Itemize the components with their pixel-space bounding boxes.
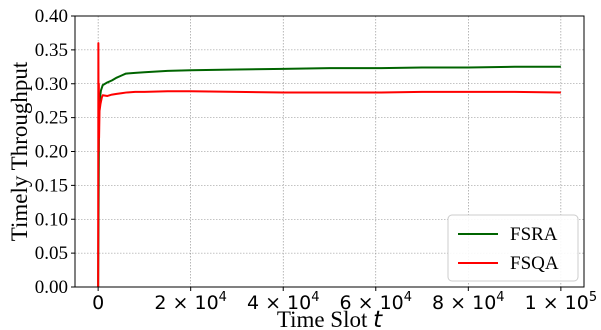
x-tick-label: 4 × 104 (247, 290, 320, 314)
series-line-fsra (97, 65, 561, 288)
x-tick-label: 8 × 104 (432, 290, 505, 314)
y-tick-label: 0.15 (35, 175, 68, 196)
x-tick-label: 6 × 104 (339, 290, 412, 314)
legend-label-fsqa: FSQA (510, 253, 559, 274)
legend-label-fsra: FSRA (510, 224, 558, 245)
x-axis-label-var: t (373, 307, 383, 330)
y-tick-label: 0.20 (35, 142, 68, 163)
x-tick-label: 1 × 105 (525, 290, 598, 314)
y-tick-label: 0.30 (35, 74, 68, 95)
y-tick-label: 0.10 (35, 209, 68, 230)
x-tick-label: 2 × 104 (154, 290, 227, 314)
series-line-fsqa (97, 42, 561, 288)
y-tick-label: 0.35 (35, 40, 68, 61)
x-tick-label: 0 (92, 292, 104, 314)
y-tick-label: 0.25 (35, 108, 68, 129)
legend: FSRA FSQA (447, 214, 579, 282)
x-axis-label-text: Time Slot (277, 307, 368, 330)
series-layer (97, 42, 561, 288)
y-tick-label: 0.05 (35, 243, 68, 264)
y-axis-label: Timely Throughput (7, 61, 32, 241)
tick-layer: 0.00 0.05 0.10 0.15 0.20 0.25 0.30 0.35 0.40 0 2 ×… (35, 6, 597, 314)
legend-box (447, 214, 579, 282)
y-tick-label: 0.40 (35, 6, 68, 27)
x-axis-label: Time Slot t (277, 307, 383, 330)
y-tick-label: 0.00 (35, 277, 68, 298)
